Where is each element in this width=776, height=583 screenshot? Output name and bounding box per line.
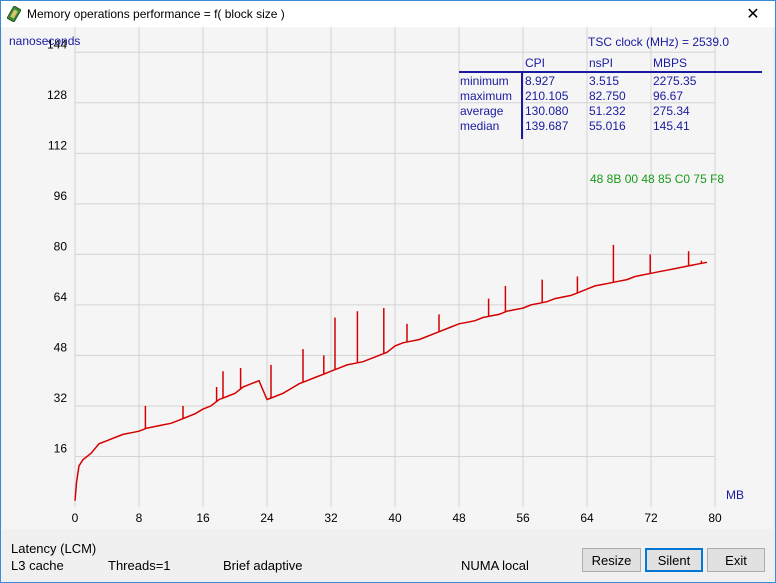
x-axis-label: MB xyxy=(726,488,744,502)
y-tick-labels: 16 32 48 64 80 96 112 128 144 xyxy=(47,37,67,455)
chart-area: 16 32 48 64 80 96 112 128 144 0 8 16 24 32 40 48 56 64 72… xyxy=(2,27,773,529)
stats-nspi-value: 3.515 xyxy=(589,74,619,88)
adaptive-label: Brief adaptive xyxy=(223,558,303,573)
stats-mbps-value: 275.34 xyxy=(653,104,690,118)
opcode-bytes: 48 8B 00 48 85 C0 75 F8 xyxy=(590,172,724,186)
close-button[interactable]: ✕ xyxy=(731,1,775,27)
memory-chip-icon xyxy=(7,6,21,22)
x-tick-label: 0 xyxy=(72,511,79,525)
stats-cpi-value: 8.927 xyxy=(525,74,555,88)
stats-nspi-value: 82.750 xyxy=(589,89,626,103)
x-tick-label: 48 xyxy=(452,511,466,525)
stats-header: nsPI xyxy=(589,56,613,70)
numa-label: NUMA local xyxy=(461,558,529,573)
y-tick-label: 48 xyxy=(54,340,68,354)
x-tick-label: 24 xyxy=(260,511,274,525)
cache-label: L3 cache xyxy=(11,558,64,573)
y-tick-label: 16 xyxy=(54,441,68,455)
exit-button[interactable]: Exit xyxy=(707,548,765,572)
y-tick-label: 112 xyxy=(48,138,67,152)
tsc-clock-label: TSC clock (MHz) = 2539.0 xyxy=(588,35,729,49)
x-tick-labels: 0 8 16 24 32 40 48 56 64 72 80 xyxy=(72,511,722,525)
close-icon: ✕ xyxy=(746,6,760,23)
grid-lines xyxy=(74,27,716,507)
x-tick-label: 64 xyxy=(580,511,594,525)
x-tick-label: 8 xyxy=(136,511,143,525)
y-tick-label: 64 xyxy=(54,290,68,304)
x-tick-label: 80 xyxy=(708,511,722,525)
mode-label: Latency (LCM) xyxy=(11,541,97,556)
resize-button[interactable]: Resize xyxy=(582,548,641,572)
x-tick-label: 40 xyxy=(388,511,402,525)
x-tick-label: 16 xyxy=(196,511,210,525)
y-axis-label: nanoseconds xyxy=(9,34,80,48)
x-tick-label: 56 xyxy=(516,511,530,525)
stats-mbps-value: 96.67 xyxy=(653,89,683,103)
stats-row-label: average xyxy=(460,104,504,118)
stats-row-label: median xyxy=(460,119,499,133)
stats-nspi-value: 51.232 xyxy=(589,104,626,118)
stats-header: MBPS xyxy=(653,56,687,70)
stats-table: TSC clock (MHz) = 2539.0 CPI nsPI MBPS minim… xyxy=(459,35,762,186)
stats-row-label: maximum xyxy=(460,89,512,103)
stats-cpi-value: 130.080 xyxy=(525,104,569,118)
stats-cpi-value: 210.105 xyxy=(525,89,569,103)
x-tick-label: 32 xyxy=(324,511,338,525)
threads-label: Threads=1 xyxy=(108,558,171,573)
stats-mbps-value: 145.41 xyxy=(653,119,690,133)
y-tick-label: 80 xyxy=(54,239,68,253)
stats-row-label: minimum xyxy=(460,74,509,88)
stats-header: CPI xyxy=(525,56,545,70)
latency-chart: 16 32 48 64 80 96 112 128 144 0 8 16 24 32 40 48 56 64 72… xyxy=(9,27,762,525)
stats-cpi-value: 139.687 xyxy=(525,119,569,133)
stats-nspi-value: 55.016 xyxy=(589,119,626,133)
y-tick-label: 32 xyxy=(54,391,68,405)
latency-series xyxy=(74,244,708,501)
series-line xyxy=(74,261,708,501)
x-tick-label: 72 xyxy=(644,511,658,525)
y-tick-label: 96 xyxy=(54,189,68,203)
title-bar: Memory operations performance = f( block… xyxy=(1,1,775,27)
window-title: Memory operations performance = f( block… xyxy=(27,7,285,21)
silent-button[interactable]: Silent xyxy=(645,548,703,572)
y-tick-label: 144 xyxy=(47,37,67,51)
stats-mbps-value: 2275.35 xyxy=(653,74,697,88)
y-tick-label: 128 xyxy=(47,88,67,102)
